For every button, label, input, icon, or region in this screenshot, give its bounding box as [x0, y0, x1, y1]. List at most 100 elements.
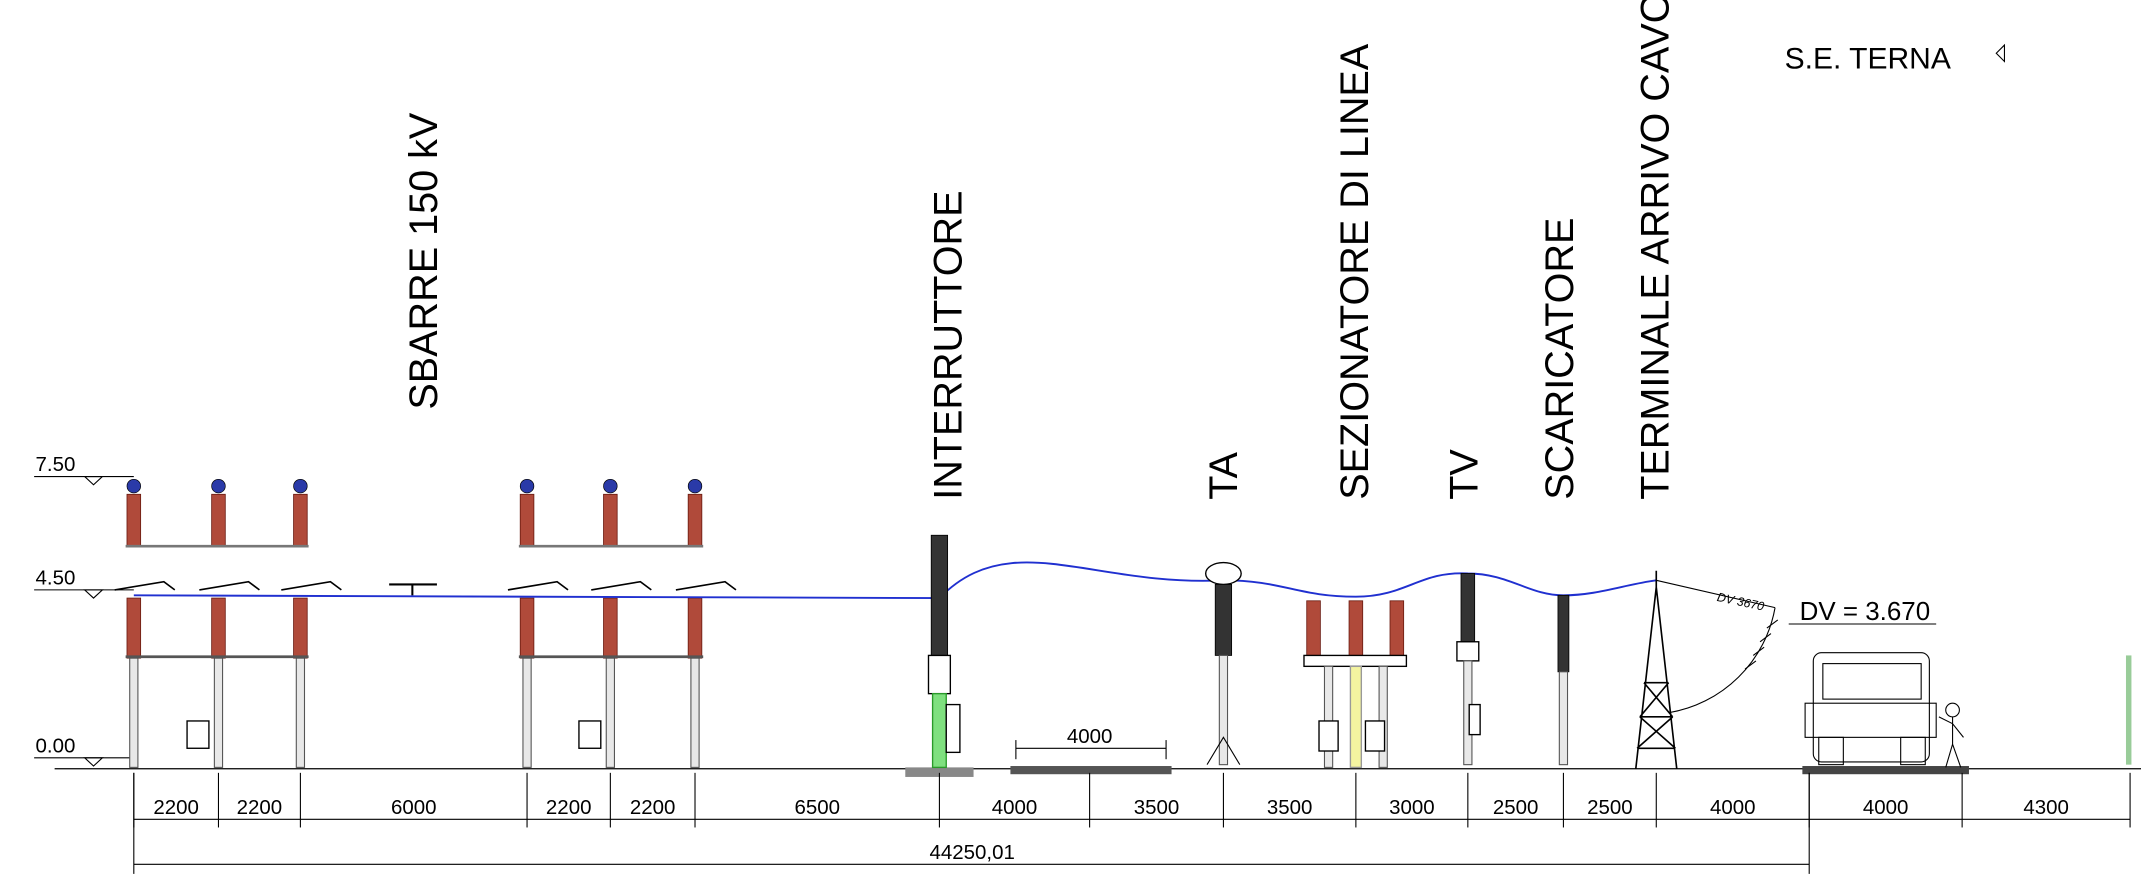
current-transformer-part: [1218, 654, 1229, 766]
surge-arrester-part: [1557, 594, 1570, 673]
circuit-breaker-part: [930, 534, 949, 656]
busbar-supports: [114, 478, 737, 768]
dimension-label: 2200: [630, 796, 676, 819]
insulator: [293, 493, 308, 547]
cap: [126, 478, 141, 494]
total-dimension: [133, 772, 1810, 874]
pantograph: [507, 580, 569, 591]
pantograph: [675, 580, 737, 591]
voltage-transformer-part: [1468, 703, 1481, 736]
elevation-label: 0.00: [36, 734, 76, 757]
pantograph: [114, 580, 176, 591]
cable-terminal: [1634, 570, 1678, 769]
elevation-marks: 7.50 4.50 0.00: [34, 453, 134, 767]
elevation-label: 4.50: [36, 566, 76, 589]
voltage-transformer-part: [1460, 573, 1476, 643]
insulator: [211, 493, 226, 547]
circuit-breaker: [927, 534, 961, 769]
cable-terminal-part: [1634, 570, 1678, 769]
line-disconnector-part: [1389, 600, 1405, 656]
insulator: [126, 493, 142, 547]
equipment-label: TV: [1442, 449, 1486, 500]
dimension-label: 6000: [391, 796, 437, 819]
vehicle: [1804, 652, 1964, 768]
circuit-breaker-part: [945, 703, 961, 754]
dimension-label: 4000: [1863, 796, 1909, 819]
line-disconnector-part: [1348, 600, 1364, 656]
voltage-transformer: [1456, 573, 1481, 766]
ground: [54, 766, 2141, 777]
drive-box: [186, 720, 210, 749]
current-transformer: [1204, 561, 1242, 766]
vehicle-part: [1900, 736, 1926, 766]
elevation-label: 7.50: [36, 453, 76, 476]
post: [129, 657, 139, 768]
clearance-label: DV = 3.670: [1800, 598, 1930, 626]
equipment-label: TERMINALE ARRIVO CAVO: [1634, 0, 1678, 500]
dimension-label: 3500: [1134, 796, 1180, 819]
insulator: [519, 493, 535, 547]
drive-box: [578, 720, 602, 749]
vehicle-part: [1812, 652, 1930, 763]
insulator: [519, 597, 535, 659]
ground-part: [905, 767, 974, 777]
pantograph: [281, 580, 342, 591]
surge-arrester: [1557, 594, 1570, 766]
busbar-mid: [389, 583, 437, 596]
equipment-label: SCARICATORE: [1538, 218, 1582, 500]
vehicle-part: [1818, 736, 1844, 766]
dimension-label: 3500: [1267, 796, 1313, 819]
insulator: [603, 493, 618, 547]
vehicle-part: [1938, 716, 1964, 768]
current-transformer-part: [1214, 584, 1233, 656]
post: [295, 657, 306, 768]
circuit-breaker-part: [927, 654, 952, 695]
insulator: [126, 597, 142, 659]
total-dimension-label: 44250,01: [930, 841, 1015, 864]
dimension-label: 3000: [1389, 796, 1435, 819]
dimension-label: 6500: [794, 796, 840, 819]
line-disconnector: [1303, 600, 1408, 769]
dimension-label: 4000: [992, 796, 1038, 819]
equipment-label: INTERRUTTORE: [926, 190, 970, 499]
clearance-part: [1744, 619, 1779, 670]
vehicle-part: [1804, 702, 1937, 738]
equipment-label: TA: [1202, 452, 1246, 500]
dimension-label: 2500: [1587, 796, 1633, 819]
insulator: [211, 597, 226, 659]
station-title: S.E. TERNA: [1785, 42, 1951, 75]
dimension-label: 2500: [1493, 796, 1539, 819]
cap: [687, 478, 703, 494]
line-disconnector-part: [1323, 665, 1334, 768]
dimension-label: 2200: [546, 796, 592, 819]
fence-post-part: [2125, 655, 2132, 765]
voltage-transformer-part: [1456, 641, 1480, 662]
inset-dimension: [1015, 740, 1167, 760]
cap: [603, 478, 618, 494]
line-disconnector-part: [1318, 720, 1339, 752]
cap: [519, 478, 535, 494]
elevation-triangle: [83, 589, 104, 599]
pantograph: [199, 580, 260, 591]
ground-part: [1010, 766, 1172, 775]
insulator: [293, 597, 308, 659]
equipment-labels: SBARRE 150 kV INTERRUTTORE TA SEZIONATORE D…: [402, 0, 1678, 500]
equipment-label: SBARRE 150 kV: [402, 112, 446, 410]
fence-post: [2125, 655, 2132, 765]
elevation-triangle: [83, 476, 104, 486]
cap: [211, 478, 226, 494]
insulator: [687, 597, 703, 659]
post: [690, 657, 700, 768]
dimension-label: 2200: [237, 796, 283, 819]
pantograph: [591, 580, 652, 591]
line-disconnector-part: [1306, 600, 1321, 656]
circuit-breaker-part: [931, 692, 947, 769]
line-disconnector-part: [1303, 654, 1408, 668]
equipment-label: SEZIONATORE DI LINEA: [1333, 43, 1377, 500]
line-disconnector-part: [1349, 665, 1363, 769]
dimension-label: 4000: [1710, 796, 1756, 819]
ground-part: [1802, 766, 1969, 775]
post: [605, 657, 615, 768]
